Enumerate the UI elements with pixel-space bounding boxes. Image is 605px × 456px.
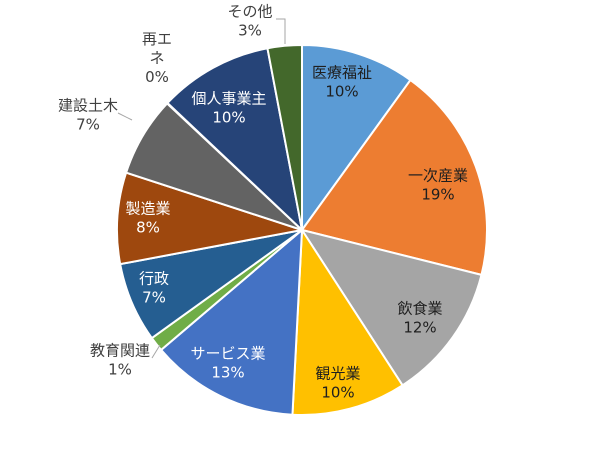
- pie-slice: [300, 78, 488, 277]
- leader-line: [117, 112, 133, 121]
- slice-labels: 医療福祉 10%一次産業 19%飲食業 12%観光業 10%サービス業 13%教育関連 1%…: [58, 3, 468, 402]
- slice-percent: 10%: [321, 384, 354, 402]
- pie-slice: [301, 43, 412, 234]
- slice-name: 建設土木: [58, 97, 118, 115]
- slice-percent: 12%: [403, 319, 436, 337]
- leader-line: [276, 18, 286, 44]
- slice-percent: 1%: [108, 361, 132, 379]
- slice-name: 観光業: [315, 365, 360, 383]
- slice-name: ネ: [149, 49, 164, 67]
- slice-label: 医療福祉 10%: [312, 64, 372, 101]
- leader-line: [151, 344, 161, 359]
- slice-percent: 8%: [136, 219, 160, 237]
- slice-name: サービス業: [190, 345, 265, 363]
- slice-label: サービス業 13%: [190, 345, 265, 382]
- slice-label: 飲食業 12%: [397, 300, 442, 337]
- slice-name: 個人事業主: [191, 90, 266, 108]
- slice-label: 建設土木 7%: [58, 97, 118, 134]
- slice-name: 製造業: [125, 200, 170, 218]
- pie-slices: [116, 43, 488, 416]
- slice-percent: 19%: [421, 186, 454, 204]
- slice-label: 再エネ 0%: [142, 30, 172, 86]
- slice-label: その他 3%: [227, 3, 272, 40]
- slice-percent: 7%: [142, 289, 166, 307]
- slice-percent: 0%: [145, 68, 169, 86]
- slice-name: 再エ: [142, 30, 172, 48]
- pie-slice: [266, 43, 303, 231]
- slice-percent: 10%: [325, 83, 358, 101]
- slice-name: 一次産業: [408, 167, 468, 185]
- pie-slice: [116, 171, 303, 266]
- slice-label: 製造業 8%: [125, 200, 170, 237]
- pie-slice: [299, 228, 483, 387]
- slice-label: 一次産業 19%: [408, 167, 468, 204]
- leader-lines: [117, 18, 286, 359]
- pie-slice: [159, 227, 304, 416]
- slice-percent: 13%: [211, 364, 244, 382]
- slice-percent: 10%: [212, 109, 245, 127]
- pie-slice: [291, 226, 404, 416]
- slice-label: 教育関連 1%: [90, 342, 150, 379]
- slice-percent: 7%: [76, 116, 100, 134]
- slice-name: 教育関連: [90, 342, 150, 360]
- slice-label: 行政 7%: [139, 270, 169, 307]
- slice-name: その他: [227, 3, 272, 21]
- slice-label: 観光業 10%: [315, 365, 360, 402]
- slice-label: 個人事業主 10%: [191, 90, 266, 127]
- slice-name: 医療福祉: [312, 64, 372, 82]
- slice-name: 飲食業: [397, 300, 442, 318]
- slice-name: 行政: [139, 270, 169, 288]
- slice-percent: 3%: [238, 22, 262, 40]
- pie-slice: [166, 47, 304, 233]
